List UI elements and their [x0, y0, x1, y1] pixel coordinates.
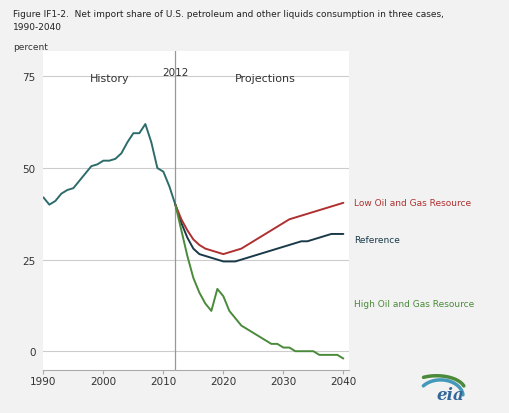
Text: Low Oil and Gas Resource: Low Oil and Gas Resource [354, 199, 471, 208]
Text: Reference: Reference [354, 235, 400, 244]
Text: History: History [90, 74, 129, 83]
Text: High Oil and Gas Resource: High Oil and Gas Resource [354, 299, 474, 309]
Text: percent: percent [13, 43, 47, 52]
Text: Projections: Projections [235, 74, 295, 83]
Text: 2012: 2012 [162, 68, 188, 78]
Text: eia: eia [436, 386, 463, 403]
Text: 1990-2040: 1990-2040 [13, 23, 62, 32]
Text: Figure IF1-2.  Net import share of U.S. petroleum and other liquids consumption : Figure IF1-2. Net import share of U.S. p… [13, 10, 443, 19]
